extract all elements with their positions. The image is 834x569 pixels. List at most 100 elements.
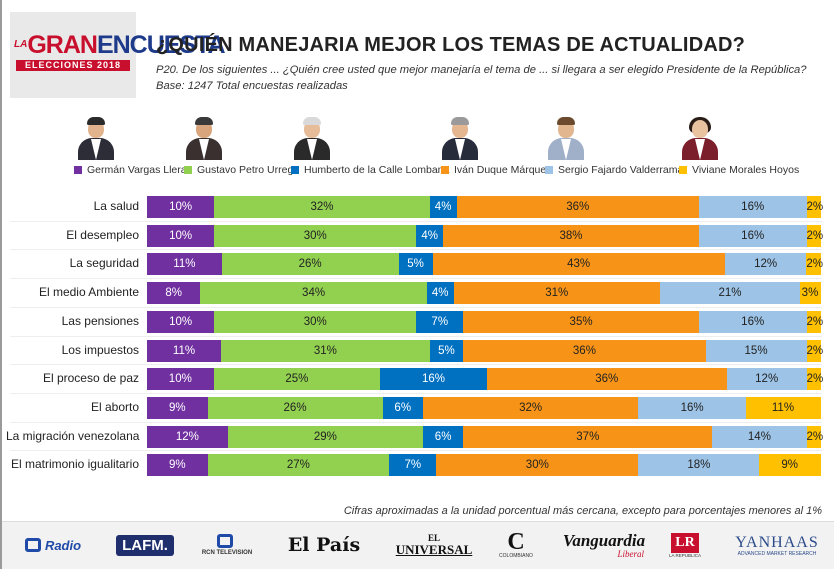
partner-text: El País: [287, 534, 361, 556]
bar-segment: [426, 282, 455, 305]
legend-item: Humberto de la Calle Lombana: [291, 163, 449, 177]
data-label: 35%: [569, 315, 593, 328]
candidate-face: [692, 120, 708, 138]
bar-segment: [380, 368, 488, 391]
row-label: El medio Ambiente: [38, 285, 139, 300]
partner-text: LR: [671, 532, 699, 553]
data-label: 16%: [422, 373, 446, 386]
data-label: 4%: [431, 287, 449, 300]
legend-item: Viviane Morales Hoyos: [679, 163, 799, 177]
data-label: 4%: [421, 229, 438, 242]
data-label: 2%: [806, 373, 824, 386]
bar-segment: [698, 310, 808, 333]
data-label: 9%: [781, 459, 799, 472]
bar-segment: [806, 196, 821, 218]
bar-segment: [453, 282, 661, 305]
data-label: 26%: [298, 258, 322, 271]
legend-swatch: [545, 166, 553, 174]
row-divider: [10, 220, 822, 222]
partner-text: Radio: [44, 537, 82, 553]
legend-swatch: [291, 166, 299, 174]
data-label: 31%: [545, 287, 569, 300]
data-label: 9%: [168, 401, 186, 414]
bar-segment: [806, 425, 821, 448]
data-label: 11%: [173, 258, 196, 271]
data-label: 30%: [303, 315, 327, 328]
partner-text: C: [507, 529, 525, 555]
data-label: 36%: [572, 344, 596, 357]
data-label: 4%: [434, 201, 452, 213]
partner-text: YANHAAS: [735, 533, 819, 551]
row-divider: [10, 278, 822, 280]
bar-segment: [214, 310, 417, 333]
bar-segment: [443, 224, 700, 247]
row-divider: [10, 450, 822, 452]
data-label: 6%: [434, 430, 452, 443]
partner-text: LA REPUBLICA: [669, 552, 702, 558]
bar-segment: [759, 454, 821, 477]
bar-segment: [806, 368, 821, 391]
row-divider: [10, 364, 822, 366]
data-label: 25%: [285, 373, 309, 386]
data-label: 16%: [741, 229, 765, 242]
data-label: 2%: [806, 229, 824, 242]
bar-segment: [147, 454, 209, 477]
bar-segment: [806, 224, 821, 247]
gran-encuesta-logo: LAGRANENCUESTA ELECCIONES 2018: [10, 12, 226, 98]
data-label: 3%: [801, 287, 819, 300]
candidate-hair: [303, 117, 321, 125]
partner-text: RCN TELEVISION: [201, 550, 253, 556]
candidate-shirt: [455, 139, 465, 160]
data-label: 10%: [169, 201, 193, 213]
data-label: 9%: [168, 459, 186, 472]
bar-segment: [382, 396, 424, 419]
legend-swatch: [441, 166, 449, 174]
footnote: Cifras aproximadas a la unidad porcentua…: [343, 505, 822, 517]
logo-wordmark: LAGRANENCUESTA: [14, 31, 226, 59]
bar-segment: [147, 310, 215, 333]
data-label: 37%: [576, 430, 600, 443]
data-label: 11%: [771, 401, 795, 414]
logo-gran: GRAN: [27, 31, 98, 59]
rcn-icon: [24, 538, 41, 552]
candidate-hair: [87, 117, 105, 125]
bar-segment: [463, 339, 707, 362]
bar-segment: [463, 425, 713, 448]
bar-segment: [227, 425, 424, 448]
bar-segment: [389, 454, 437, 477]
logo-la: LA: [14, 39, 28, 50]
bar-segment: [705, 339, 808, 362]
candidate-hair: [557, 117, 575, 125]
data-label: 29%: [313, 430, 337, 443]
data-label: 12%: [754, 258, 778, 271]
bar-segment: [698, 196, 808, 218]
partner-text: ADVANCED MARKET RESEARCH: [737, 550, 817, 557]
rcn-icon: [217, 534, 233, 548]
bar-segment: [698, 224, 808, 247]
row-label: El aborto: [90, 399, 139, 414]
la-republica-logo: LR LA REPUBLICA: [669, 528, 702, 562]
bar-segment: [221, 339, 431, 362]
legend-label: Viviane Morales Hoyos: [692, 164, 800, 176]
data-label: 26%: [283, 401, 307, 414]
candidate-photo: [546, 112, 586, 160]
logo-encuesta: ENCUESTA: [96, 31, 226, 59]
data-label: 14%: [747, 430, 771, 443]
legend-swatch: [184, 166, 192, 174]
logo-elecciones-band: ELECCIONES 2018: [16, 60, 130, 71]
bar-segment: [416, 310, 464, 333]
bar-segment: [712, 425, 808, 448]
legend-label: Gustavo Petro Urrego: [197, 164, 300, 176]
legend-item: Germán Vargas Lleras: [74, 163, 192, 177]
rcn-television-logo: RCN TELEVISION: [196, 528, 258, 562]
candidate-photo: [292, 112, 332, 160]
candidate-shirt: [561, 139, 571, 160]
bar-segment: [429, 339, 464, 362]
data-label: 8%: [165, 287, 182, 300]
la-fm-logo: LAFM.: [112, 528, 178, 562]
candidate-shirt: [91, 139, 101, 160]
data-label: 36%: [566, 201, 590, 213]
data-label: 12%: [755, 373, 779, 386]
data-label: 34%: [302, 287, 326, 300]
bar-segment: [147, 253, 223, 276]
